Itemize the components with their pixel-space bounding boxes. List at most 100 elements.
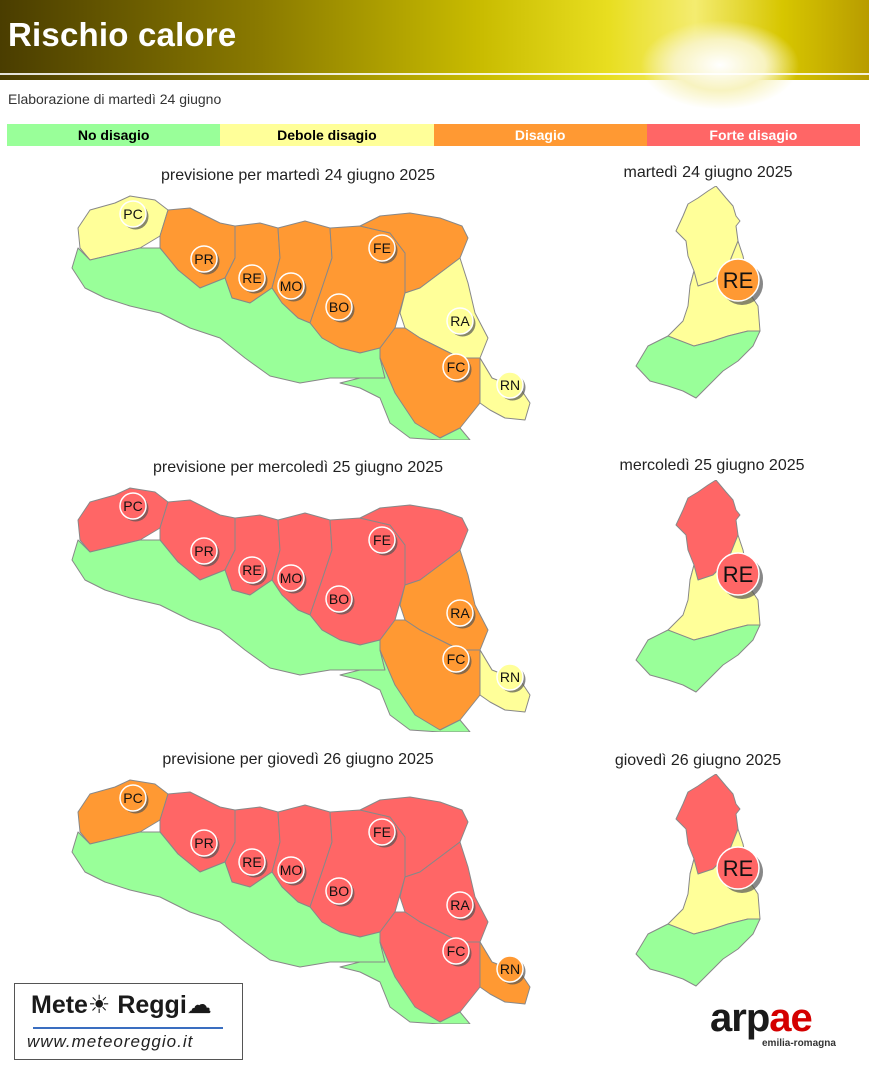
city-marker-pr: PR (190, 245, 220, 275)
city-code: FE (373, 532, 391, 548)
romagna-hills-zone (339, 649, 471, 732)
province-map-2: RE (635, 480, 763, 693)
province-marker: RE (716, 552, 763, 599)
city-marker-bo: BO (325, 877, 355, 907)
apennine-zone (71, 539, 386, 676)
legend-no-disagio: No disagio (7, 124, 221, 146)
city-code: BO (329, 299, 349, 315)
province-map-title-3: giovedì 26 giugno 2025 (614, 752, 782, 769)
city-code: RA (450, 897, 470, 913)
city-code: RN (500, 669, 520, 685)
marker-disc (238, 556, 266, 584)
marker-disc (368, 818, 396, 846)
city-marker-fc: FC (442, 353, 472, 383)
city-marker-re: RE (238, 848, 268, 878)
city-marker-fc: FC (442, 937, 472, 967)
city-marker-mo: MO (277, 856, 307, 886)
province-map-1: RE (635, 186, 763, 399)
region-map-title-3: previsione per giovedì 26 giugno 2025 (162, 751, 434, 768)
city-code: RN (500, 961, 520, 977)
marker-disc (119, 784, 147, 812)
marker-disc (277, 272, 305, 300)
arpae-a: arp (710, 996, 770, 1040)
logo-divider (33, 1027, 223, 1029)
marker-disc (716, 258, 760, 302)
marker-disc (325, 585, 353, 613)
region-map-2: PC PR RE MO BO FE RA FC RN (71, 487, 531, 732)
city-code: PC (123, 790, 142, 806)
sun-glow (640, 20, 800, 110)
meteoreggio-url: www.meteoreggio.it (27, 1032, 194, 1051)
arpae-b: ae (769, 996, 812, 1040)
city-code: BO (329, 591, 349, 607)
apennine-zone (71, 247, 386, 384)
province-south-zone (635, 624, 761, 693)
marker-disc (446, 307, 474, 335)
city-marker-pc: PC (119, 200, 149, 230)
marker-disc (368, 234, 396, 262)
legend-disagio: Disagio (433, 124, 647, 146)
marker-disc (442, 937, 470, 965)
city-marker-bo: BO (325, 585, 355, 615)
city-marker-re: RE (238, 264, 268, 294)
city-code: PC (123, 206, 142, 222)
city-marker-pc: PC (119, 784, 149, 814)
province-code: RE (723, 856, 754, 881)
city-code: RE (242, 270, 261, 286)
city-code: MO (280, 278, 303, 294)
risk-legend: No disagio Debole disagio Disagio Forte … (7, 124, 860, 146)
arpae-logo: arpae emilia-romagna (710, 996, 850, 1050)
header-rule (0, 73, 869, 75)
city-marker-pc: PC (119, 492, 149, 522)
arpae-subtitle: emilia-romagna (762, 1038, 836, 1049)
marker-disc (442, 353, 470, 381)
romagna-hills-zone (339, 357, 471, 440)
apennine-zone (71, 831, 386, 968)
marker-disc (238, 848, 266, 876)
city-code: RN (500, 377, 520, 393)
marker-disc (190, 829, 218, 857)
city-marker-rn: RN (496, 955, 526, 985)
marker-disc (325, 877, 353, 905)
meteoreggio-logo: Mete☀ Reggi☁ www.meteoreggio.it (14, 983, 243, 1060)
marker-disc (119, 200, 147, 228)
province-map-title-1: martedì 24 giugno 2025 (623, 164, 793, 181)
city-code: PR (194, 251, 213, 267)
city-marker-ra: RA (446, 307, 476, 337)
marker-disc (716, 846, 760, 890)
city-code: PC (123, 498, 142, 514)
city-marker-pr: PR (190, 537, 220, 567)
city-marker-fc: FC (442, 645, 472, 675)
city-marker-re: RE (238, 556, 268, 586)
region-map-1: PC PR RE MO BO FE RA FC RN (71, 195, 531, 440)
marker-disc (368, 526, 396, 554)
province-marker: RE (716, 258, 763, 305)
city-code: RA (450, 605, 470, 621)
marker-disc (716, 552, 760, 596)
city-code: MO (280, 862, 303, 878)
city-marker-fe: FE (368, 526, 398, 556)
city-code: RE (242, 562, 261, 578)
city-marker-ra: RA (446, 599, 476, 629)
city-code: BO (329, 883, 349, 899)
city-marker-bo: BO (325, 293, 355, 323)
marker-disc (277, 856, 305, 884)
city-code: PR (194, 543, 213, 559)
arpae-wordmark: arpae (710, 996, 813, 1041)
marker-disc (119, 492, 147, 520)
page-title: Rischio calore (8, 16, 237, 53)
city-code: FC (447, 651, 466, 667)
city-marker-mo: MO (277, 564, 307, 594)
province-map-title-2: mercoledì 25 giugno 2025 (619, 457, 805, 474)
region-map-title-1: previsione per martedì 24 giugno 2025 (161, 167, 435, 184)
city-code: FE (373, 240, 391, 256)
city-code: RE (242, 854, 261, 870)
city-marker-fe: FE (368, 818, 398, 848)
province-marker: RE (716, 846, 763, 893)
city-code: FC (447, 359, 466, 375)
city-marker-fe: FE (368, 234, 398, 264)
marker-disc (496, 663, 524, 691)
marker-disc (190, 245, 218, 273)
city-code: PR (194, 835, 213, 851)
city-marker-rn: RN (496, 371, 526, 401)
